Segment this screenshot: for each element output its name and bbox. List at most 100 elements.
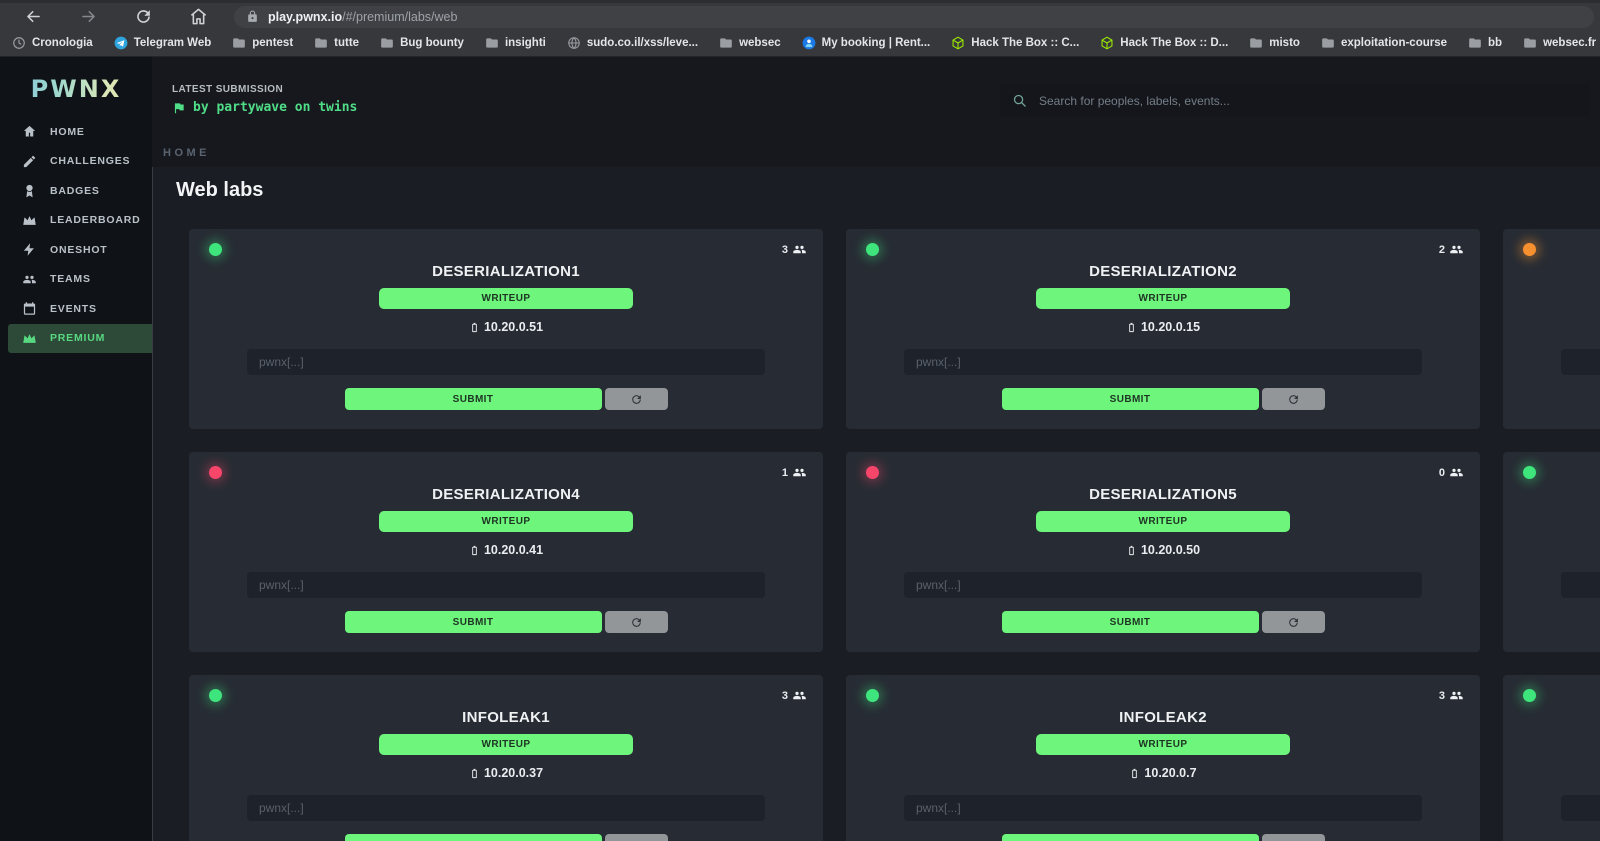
- home-button-icon[interactable]: [189, 7, 208, 26]
- flag-input[interactable]: [904, 572, 1422, 598]
- reset-button[interactable]: [1261, 388, 1325, 410]
- bookmark-item[interactable]: Hack The Box :: D...: [1100, 36, 1228, 50]
- back-icon[interactable]: [24, 7, 43, 26]
- lab-card: 0 DESERIALIZATION5 WRITEUP 10.20.0.50 SU…: [846, 452, 1480, 652]
- bookmark-item[interactable]: bb: [1468, 36, 1502, 50]
- url-bar[interactable]: play.pwnx.io/#/premium/labs/web: [234, 5, 1594, 28]
- bookmark-item[interactable]: misto: [1249, 36, 1300, 50]
- browser-chrome: play.pwnx.io/#/premium/labs/web Cronolog…: [0, 0, 1600, 57]
- refresh-icon: [1287, 616, 1300, 629]
- folder-icon: [1249, 36, 1263, 50]
- bookmark-item[interactable]: exploitation-course: [1321, 36, 1447, 50]
- bookmark-item[interactable]: websec.fr: [1523, 36, 1596, 50]
- users-icon: [1449, 465, 1464, 480]
- card-actions: SUBMIT: [189, 834, 823, 841]
- users-icon: [792, 465, 807, 480]
- submit-button[interactable]: SUBMIT: [344, 834, 602, 841]
- folder-icon: [719, 36, 733, 50]
- lab-ip: 10.20.0.37: [189, 766, 823, 780]
- card-actions: SUBMIT: [846, 388, 1480, 410]
- reload-icon[interactable]: [134, 7, 153, 26]
- sidebar-item-label: TEAMS: [50, 273, 91, 286]
- sidebar-item-home[interactable]: HOME: [0, 117, 152, 147]
- flag-input[interactable]: [1561, 572, 1600, 598]
- bookmarks-bar: Cronologia Telegram Web pentest tutte Bu…: [0, 30, 1600, 57]
- submit-button[interactable]: SUBMIT: [344, 388, 602, 410]
- bookmark-item[interactable]: Hack The Box :: C...: [951, 36, 1079, 50]
- status-dot: [866, 243, 879, 256]
- sidebar-item-premium[interactable]: PREMIUM: [8, 323, 152, 353]
- sidebar-item-leaderboard[interactable]: LEADERBOARD: [0, 206, 152, 236]
- flag-input[interactable]: [904, 349, 1422, 375]
- content: Web labs 3 DESERIALIZATION1 WRITEUP 10.2…: [152, 167, 1600, 841]
- badge-icon: [22, 183, 37, 198]
- flag-input[interactable]: [247, 572, 765, 598]
- sidebar-item-badges[interactable]: BADGES: [0, 176, 152, 206]
- bookmark-item[interactable]: insighti: [485, 36, 546, 50]
- bookmark-item[interactable]: websec: [719, 36, 781, 50]
- lab-card: 3 DESERIALIZATION1 WRITEUP 10.20.0.51 SU…: [189, 229, 823, 429]
- users-icon: [22, 272, 37, 287]
- bookmark-item[interactable]: Telegram Web: [114, 36, 211, 50]
- submit-button[interactable]: SUBMIT: [1001, 388, 1259, 410]
- forward-icon[interactable]: [79, 7, 98, 26]
- flag-input[interactable]: [904, 795, 1422, 821]
- battery-icon: [1126, 322, 1137, 333]
- flag-input[interactable]: [247, 349, 765, 375]
- bookmark-item[interactable]: pentest: [232, 36, 293, 50]
- status-dot: [1523, 689, 1536, 702]
- search-bar[interactable]: [1000, 84, 1590, 117]
- users-icon: [1449, 242, 1464, 257]
- writeup-button[interactable]: WRITEUP: [1036, 511, 1290, 532]
- reset-button[interactable]: [604, 611, 668, 633]
- reset-button[interactable]: [1261, 611, 1325, 633]
- lab-ip: 10.20.0.51: [189, 320, 823, 334]
- reset-button[interactable]: [604, 388, 668, 410]
- submit-button[interactable]: SUBMIT: [344, 611, 602, 633]
- app: PWNX HOME CHALLENGES BADGES LEADERBOARD …: [0, 57, 1600, 841]
- active-users: 1: [782, 465, 807, 480]
- page-title: Web labs: [176, 179, 264, 201]
- bookmark-label: pentest: [252, 37, 294, 49]
- sidebar-item-events[interactable]: EVENTS: [0, 294, 152, 324]
- url-path: /#/premium/labs/web: [342, 9, 458, 24]
- flag-input[interactable]: [1561, 795, 1600, 821]
- bolt-icon: [22, 242, 37, 257]
- active-users-count: 3: [781, 243, 788, 256]
- bookmark-item[interactable]: sudo.co.il/xss/leve...: [567, 36, 698, 50]
- writeup-button[interactable]: WRITEUP: [379, 511, 633, 532]
- lab-ip-text: 10.20.0.51: [483, 320, 544, 334]
- status-dot: [1523, 466, 1536, 479]
- breadcrumb: HOME: [163, 147, 210, 159]
- flag-input[interactable]: [247, 795, 765, 821]
- bookmark-item[interactable]: Bug bounty: [380, 36, 464, 50]
- latest-submission-text: by partywave on twins: [193, 100, 358, 115]
- bookmark-label: sudo.co.il/xss/leve...: [586, 37, 699, 49]
- telegram-icon: [114, 36, 128, 50]
- sidebar-item-oneshot[interactable]: ONESHOT: [0, 235, 152, 265]
- submit-button[interactable]: SUBMIT: [1001, 834, 1259, 841]
- reset-button[interactable]: [604, 834, 668, 841]
- lab-title: DESERIALIZATION1: [432, 263, 580, 280]
- latest-submission-label: LATEST SUBMISSION: [172, 84, 284, 95]
- reset-button[interactable]: [1261, 834, 1325, 841]
- writeup-button[interactable]: WRITEUP: [1036, 288, 1290, 309]
- writeup-button[interactable]: WRITEUP: [379, 734, 633, 755]
- refresh-icon: [1287, 393, 1300, 406]
- card-actions: SUBMIT: [846, 611, 1480, 633]
- bookmark-label: Hack The Box :: D...: [1120, 37, 1229, 49]
- sidebar-item-challenges[interactable]: CHALLENGES: [0, 147, 152, 177]
- bookmark-item[interactable]: Cronologia: [12, 36, 93, 50]
- submit-button[interactable]: SUBMIT: [1001, 611, 1259, 633]
- bookmark-item[interactable]: My booking | Rent...: [802, 36, 931, 50]
- bookmark-label: My booking | Rent...: [821, 37, 931, 49]
- bookmark-item[interactable]: tutte: [314, 36, 359, 50]
- sidebar-item-teams[interactable]: TEAMS: [0, 265, 152, 295]
- active-users-count: 3: [1438, 689, 1445, 702]
- search-input[interactable]: [1037, 92, 1578, 109]
- flag-input[interactable]: [1561, 349, 1600, 375]
- writeup-button[interactable]: WRITEUP: [379, 288, 633, 309]
- writeup-button[interactable]: WRITEUP: [1036, 734, 1290, 755]
- labs-grid: 3 DESERIALIZATION1 WRITEUP 10.20.0.51 SU…: [189, 229, 1600, 841]
